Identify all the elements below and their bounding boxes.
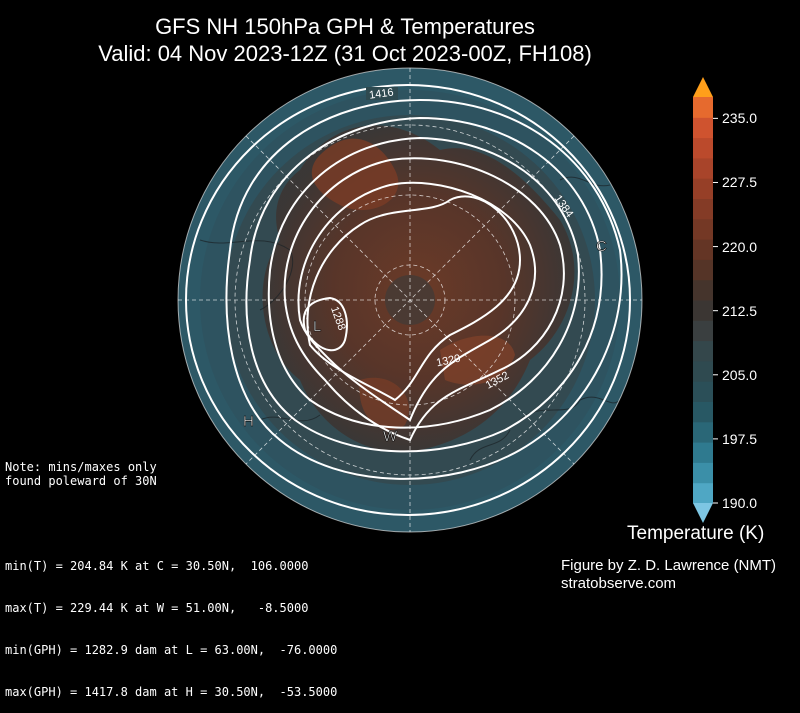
colorbar-segment <box>693 340 713 362</box>
credit-site: stratobserve.com <box>561 575 677 592</box>
colorbar-segment <box>693 97 713 118</box>
colorbar-segment <box>693 198 713 220</box>
colorbar-segment <box>693 259 713 281</box>
marker-H: H <box>243 413 254 430</box>
colorbar-extend-high <box>693 77 713 97</box>
colorbar-segment <box>693 421 713 443</box>
colorbar-tick-label: 197.5 <box>722 430 758 447</box>
credit: Figure by Z. D. Lawrence (NMT) stratobse… <box>561 557 776 593</box>
colorbar-segment <box>693 462 713 484</box>
stat-max-gph: max(GPH) = 1417.8 dam at H = 30.50N, -53… <box>5 685 338 699</box>
credit-author: Figure by Z. D. Lawrence (NMT) <box>561 557 777 574</box>
colorbar-segment <box>693 178 713 199</box>
colorbar-tick-label: 190.0 <box>722 495 758 511</box>
polar-map: 1416 1384 1288 1320 1352 C W L H <box>177 67 718 533</box>
stat-max-temp: max(T) = 229.44 K at W = 51.00N, -8.5000 <box>5 601 309 615</box>
colorbar-segment <box>693 117 713 139</box>
colorbar-title: Temperature (K) <box>627 523 765 544</box>
graticule <box>178 68 642 532</box>
stat-min-temp: min(T) = 204.84 K at C = 30.50N, 106.000… <box>5 559 309 573</box>
colorbar-segment <box>693 360 713 382</box>
colorbar-tick-label: 227.5 <box>722 174 758 191</box>
chart-title: GFS NH 150hPa GPH & Temperatures <box>155 14 535 39</box>
colorbar-segment <box>693 300 713 321</box>
colorbar-segment <box>693 137 713 159</box>
stats-block: min(T) = 204.84 K at C = 30.50N, 106.000… <box>5 531 337 713</box>
colorbar <box>693 77 718 523</box>
colorbar-tick-label: 205.0 <box>722 366 758 383</box>
colorbar-segment <box>693 401 713 423</box>
colorbar-segment <box>693 279 713 301</box>
colorbar-tick-label: 220.0 <box>722 238 758 255</box>
contour-label-1416: 1416 <box>368 86 394 101</box>
chart-subtitle: Valid: 04 Nov 2023-12Z (31 Oct 2023-00Z,… <box>98 41 592 66</box>
stat-min-gph: min(GPH) = 1282.9 dam at L = 63.00N, -76… <box>5 643 338 657</box>
colorbar-segment <box>693 442 713 463</box>
colorbar-segment <box>693 218 713 240</box>
marker-C: C <box>596 238 607 255</box>
colorbar-tick-label: 235.0 <box>722 110 758 127</box>
colorbar-segment <box>693 482 713 504</box>
colorbar-segment <box>693 239 713 260</box>
marker-W: W <box>383 428 398 445</box>
gph-contours <box>185 84 631 516</box>
colorbar-segment <box>693 320 713 342</box>
colorbar-extend-low <box>693 503 713 523</box>
marker-L: L <box>313 318 321 335</box>
colorbar-tick-label: 212.5 <box>722 302 758 319</box>
note-text: Note: mins/maxes only found poleward of … <box>5 460 157 488</box>
colorbar-segment <box>693 157 713 179</box>
contour-label-1320: 1320 <box>435 353 461 370</box>
colorbar-segment <box>693 381 713 402</box>
